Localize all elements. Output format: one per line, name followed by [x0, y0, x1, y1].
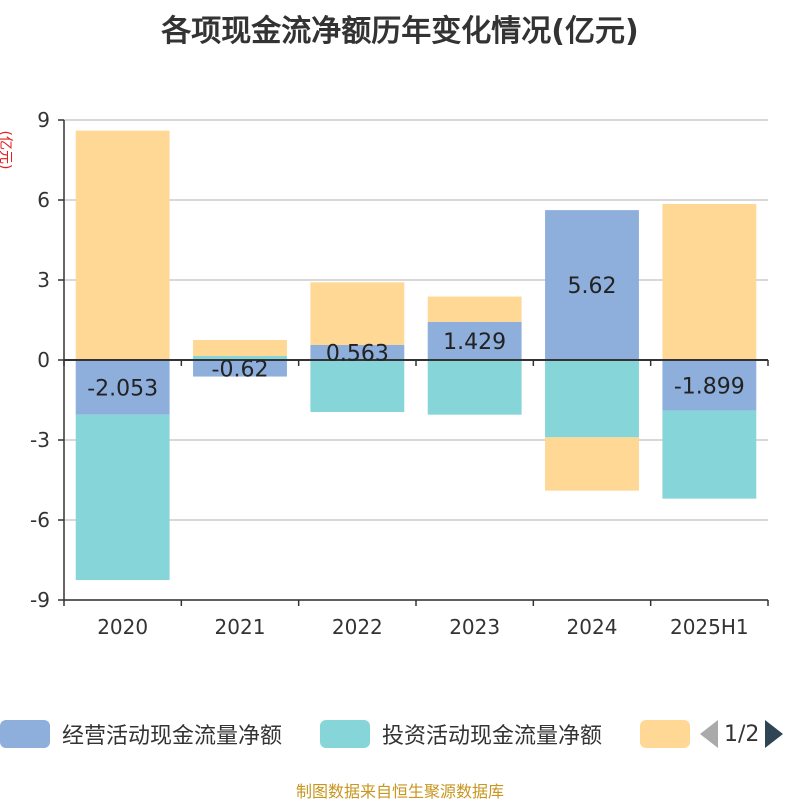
bar-2023-series-2 — [427, 296, 522, 322]
data-labels: -2.053 -0.62 0.563 1.429 5.62 -1.899 — [87, 274, 745, 401]
x-tick-label: 2024 — [567, 615, 618, 639]
bar-2022-series-2 — [310, 282, 405, 345]
legend-pager: 1/2 — [700, 716, 784, 752]
y-tick-label: -6 — [30, 508, 50, 532]
axes: 9 6 3 0 -3 -6 -9 2020 2021 2022 2023 2024 2025H1 — [30, 108, 769, 639]
legend-swatch-investing — [320, 720, 370, 748]
data-label-2021: -0.62 — [212, 357, 269, 382]
x-tick-label: 2021 — [215, 615, 266, 639]
legend-label-investing: 投资活动现金流量净额 — [382, 724, 603, 749]
data-label-2024: 5.62 — [568, 274, 617, 299]
data-label-2022: 0.563 — [326, 341, 389, 366]
y-tick-label: -9 — [30, 588, 50, 612]
y-tick-label: 9 — [37, 108, 50, 132]
y-tick-label: 0 — [37, 348, 50, 372]
x-tick-label: 2020 — [97, 615, 148, 639]
bar-2020-series-1 — [75, 414, 170, 581]
bars — [75, 130, 757, 581]
legend-label-operating: 经营活动现金流量净额 — [62, 724, 283, 749]
x-tick-label: 2023 — [449, 615, 500, 639]
data-label-2025H1: -1.899 — [674, 374, 745, 399]
chart-title: 各项现金流净额历年变化情况(亿元) — [161, 14, 639, 49]
legend-item-third[interactable] — [640, 716, 690, 752]
data-label-2023: 1.429 — [443, 330, 506, 355]
y-tick-label: -3 — [30, 428, 50, 452]
legend: 经营活动现金流量净额 投资活动现金流量净额 1/2 — [0, 716, 800, 756]
y-tick-label: 6 — [37, 188, 50, 212]
bar-2021-series-0 — [193, 360, 287, 377]
bar-2025H1-series-1 — [662, 410, 757, 499]
x-tick-label: 2025H1 — [670, 615, 749, 639]
chevron-left-icon[interactable] — [700, 720, 718, 748]
bar-2024-series-0 — [545, 210, 639, 360]
legend-swatch-operating — [0, 720, 50, 748]
legend-page-indicator: 1/2 — [724, 721, 760, 747]
bar-2020-series-0 — [75, 360, 170, 415]
chevron-right-icon[interactable] — [765, 720, 784, 748]
legend-swatch-third — [640, 720, 690, 748]
bar-2022-series-0 — [310, 344, 405, 360]
data-label-2020: -2.053 — [87, 376, 158, 401]
bar-2023-series-1 — [427, 360, 522, 415]
bar-2021-series-1 — [193, 356, 287, 360]
bar-2020-series-2 — [75, 130, 170, 360]
bar-2024-series-2 — [545, 437, 639, 491]
bar-2024-series-1 — [545, 360, 639, 438]
x-tick-label: 2022 — [332, 615, 383, 639]
bar-2025H1-series-2 — [662, 204, 757, 360]
source-note: 制图数据来自恒生聚源数据库 — [295, 782, 504, 801]
y-tick-label: 3 — [37, 268, 50, 292]
bar-2021-series-2 — [193, 340, 287, 356]
bar-2023-series-0 — [427, 321, 522, 360]
bar-2022-series-1 — [310, 360, 405, 412]
legend-item-operating[interactable]: 经营活动现金流量净额 — [0, 716, 282, 752]
legend-item-investing[interactable]: 投资活动现金流量净额 — [320, 716, 602, 752]
bar-2025H1-series-0 — [662, 360, 757, 411]
